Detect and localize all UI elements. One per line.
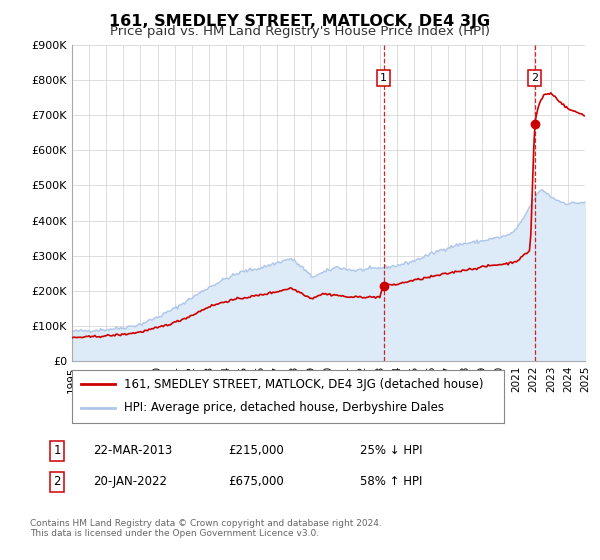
Text: 22-MAR-2013: 22-MAR-2013 [93, 444, 172, 458]
Text: Price paid vs. HM Land Registry's House Price Index (HPI): Price paid vs. HM Land Registry's House … [110, 25, 490, 38]
Text: 1: 1 [380, 73, 387, 83]
Text: 25% ↓ HPI: 25% ↓ HPI [360, 444, 422, 458]
Text: £215,000: £215,000 [228, 444, 284, 458]
Text: HPI: Average price, detached house, Derbyshire Dales: HPI: Average price, detached house, Derb… [124, 402, 444, 414]
Text: Contains HM Land Registry data © Crown copyright and database right 2024.: Contains HM Land Registry data © Crown c… [30, 519, 382, 528]
Text: 20-JAN-2022: 20-JAN-2022 [93, 475, 167, 488]
Text: £675,000: £675,000 [228, 475, 284, 488]
Text: 2: 2 [53, 475, 61, 488]
Text: 2: 2 [531, 73, 538, 83]
Text: 58% ↑ HPI: 58% ↑ HPI [360, 475, 422, 488]
Text: 161, SMEDLEY STREET, MATLOCK, DE4 3JG (detached house): 161, SMEDLEY STREET, MATLOCK, DE4 3JG (d… [124, 378, 484, 391]
Text: This data is licensed under the Open Government Licence v3.0.: This data is licensed under the Open Gov… [30, 529, 319, 538]
Text: 1: 1 [53, 444, 61, 458]
Text: 161, SMEDLEY STREET, MATLOCK, DE4 3JG: 161, SMEDLEY STREET, MATLOCK, DE4 3JG [109, 14, 491, 29]
